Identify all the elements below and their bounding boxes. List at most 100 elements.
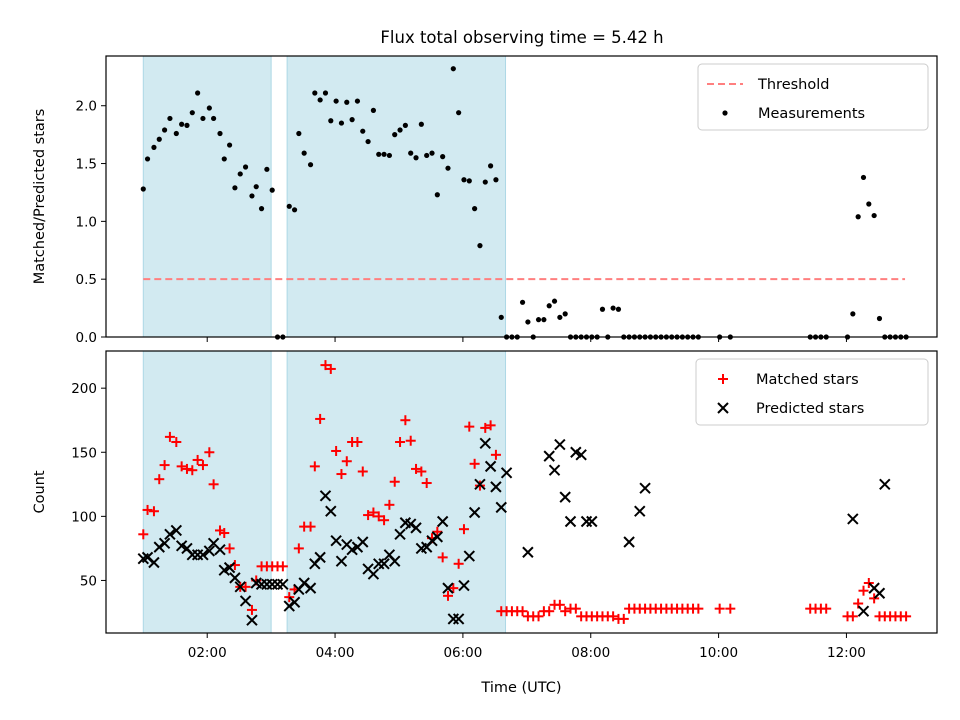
predicted-stars-point [564,515,577,528]
matched-stars-point [284,592,295,603]
bottom-shaded-interval-1 [142,350,272,634]
measurements-point [855,214,861,220]
measurements-point [866,201,872,207]
x-tick-label: 02:00 [188,645,227,661]
predicted-stars-point [857,605,870,617]
top-y-tick-label: 0.5 [76,272,97,288]
matched-stars-point [357,466,368,477]
measurements-point [488,163,494,169]
measurements-point [546,303,552,309]
measurements-point [519,299,526,305]
predicted-stars-point [575,449,587,461]
measurements-point [211,115,217,122]
matched-stars-point [395,437,406,448]
measurements-point [599,306,606,312]
matched-stars-point [373,511,384,522]
measurements-point [615,306,622,312]
predicted-stars-point [474,478,486,491]
matched-stars-point [608,611,619,622]
predicted-stars-point [404,518,417,530]
matched-stars-point [464,421,475,432]
matched-stars-point [240,581,251,592]
matched-stars-point [448,583,459,594]
measurements-point [307,162,314,168]
legend-dot-swatch [722,110,728,116]
top-panel: 0.0 0.5 1.0 1.5 2.0 Matched/Predicted stars Th… [32,55,938,346]
measurements-point [456,110,462,116]
measurements-point [328,118,334,124]
matched-stars-point [725,603,736,614]
legend-label: Measurements [758,106,865,122]
predicted-stars-point [452,613,465,625]
matched-stars-point [480,422,491,433]
legend-box [697,63,929,131]
measurements-point [376,151,382,157]
predicted-stars-point [639,482,651,494]
predicted-stars-point [223,561,236,574]
predicted-stars-point [304,582,317,594]
matched-stars-point [490,449,501,460]
matched-stars-point [453,558,464,569]
measurements-point [365,138,371,145]
matched-stars-point [437,552,448,563]
bottom-y-tick-label: 50 [80,573,97,589]
measurements-point [184,122,190,128]
measurements-point [876,315,883,322]
predicted-stars-point [164,528,176,541]
matched-stars-point [159,460,170,471]
matched-stars-point [821,603,832,614]
predicted-stars-point [410,522,422,534]
matched-stars-point [171,437,182,448]
matched-stars-point [901,611,912,622]
predicted-stars-point [277,578,289,590]
measurements-point [296,130,302,137]
top-y-tick-label: 1.5 [76,157,97,173]
measurements-point [392,132,398,138]
measurements-point [562,311,568,317]
measurements-point [200,115,206,122]
measurements-point [541,317,547,323]
top-y-tick-label: 1.0 [76,214,97,230]
measurements-point [286,203,292,209]
measurements-point [140,186,146,192]
predicted-stars-point [394,528,406,541]
measurements-point [221,156,227,162]
legend-label: Predicted stars [756,401,864,417]
matched-stars-point [570,603,581,614]
matched-stars-point [379,515,390,526]
predicted-stars-point [378,558,390,570]
measurements-point [440,154,446,160]
matched-stars-point [176,461,187,472]
measurements-point [173,130,179,137]
bottom-y-tick-label: 100 [71,509,97,525]
x-tick-label: 12:00 [827,645,866,661]
measurements-point [322,90,329,96]
matched-stars-point [315,413,326,424]
bottom-legend: Matched stars Predicted stars [695,358,929,426]
measurements-point [269,187,275,193]
matched-stars-point [400,415,411,426]
measurements-point [344,99,350,105]
matched-stars-point [219,528,230,539]
matched-stars-point [384,499,395,510]
x-tick-label: 04:00 [316,645,355,661]
measurements-point [264,166,270,172]
matched-stars-point [560,606,571,617]
x-tick-label: 06:00 [443,645,482,661]
bottom-y-tick-label: 200 [71,381,97,397]
measurements-point [482,179,488,185]
measurements-point [610,305,616,311]
matched-stars-point [187,465,198,476]
measurements-point [370,107,377,113]
predicted-stars-point [271,578,284,590]
measurements-point [144,156,151,162]
measurements-point [860,174,867,181]
predicted-stars-point [580,515,593,528]
measurements-point [333,98,339,104]
matched-stars-point [352,437,363,448]
measurements-point [466,178,472,184]
measurements-point [253,184,259,190]
predicted-stars-point [314,551,326,564]
measurements-point [232,185,238,191]
measurements-point [424,152,430,159]
